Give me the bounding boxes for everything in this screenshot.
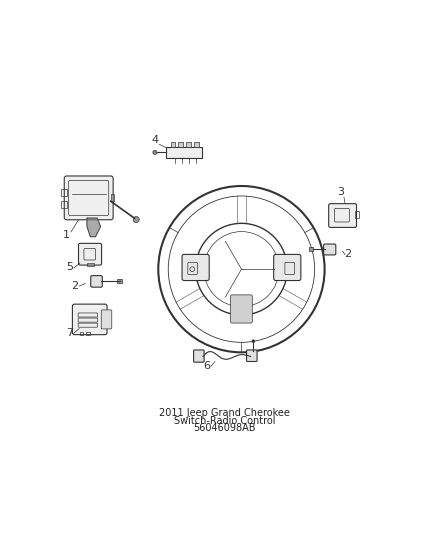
Bar — [355, 212, 359, 218]
Bar — [187, 142, 191, 147]
FancyBboxPatch shape — [328, 204, 357, 228]
Bar — [60, 189, 67, 196]
FancyBboxPatch shape — [274, 254, 301, 280]
Text: 3: 3 — [337, 187, 344, 197]
Text: 1: 1 — [63, 230, 70, 240]
Circle shape — [153, 150, 157, 155]
Text: 2: 2 — [344, 249, 351, 259]
Bar — [86, 332, 90, 335]
Bar — [170, 142, 175, 147]
Text: 7: 7 — [66, 328, 73, 338]
Bar — [80, 332, 83, 335]
FancyBboxPatch shape — [194, 350, 204, 362]
FancyBboxPatch shape — [324, 244, 336, 255]
FancyBboxPatch shape — [182, 254, 209, 280]
FancyBboxPatch shape — [247, 350, 257, 361]
Bar — [309, 247, 314, 251]
Bar — [178, 142, 183, 147]
Text: 4: 4 — [151, 135, 159, 145]
Bar — [117, 279, 122, 283]
Bar — [111, 194, 114, 201]
FancyBboxPatch shape — [78, 244, 102, 265]
Text: 5: 5 — [66, 262, 73, 272]
FancyBboxPatch shape — [91, 276, 102, 287]
Text: 56046098AB: 56046098AB — [193, 423, 256, 433]
Text: 6: 6 — [203, 361, 210, 372]
Bar — [166, 147, 202, 158]
Text: Switch-Radio Control: Switch-Radio Control — [174, 416, 275, 426]
FancyBboxPatch shape — [230, 295, 252, 323]
Bar — [87, 263, 94, 266]
Bar — [194, 142, 199, 147]
FancyBboxPatch shape — [64, 176, 113, 220]
Bar — [60, 200, 67, 208]
Text: 2: 2 — [71, 281, 79, 291]
Polygon shape — [87, 218, 101, 237]
Circle shape — [133, 216, 139, 223]
Circle shape — [252, 340, 254, 343]
FancyBboxPatch shape — [72, 304, 107, 335]
Text: 2011 Jeep Grand Cherokee: 2011 Jeep Grand Cherokee — [159, 408, 290, 418]
FancyBboxPatch shape — [101, 310, 112, 329]
